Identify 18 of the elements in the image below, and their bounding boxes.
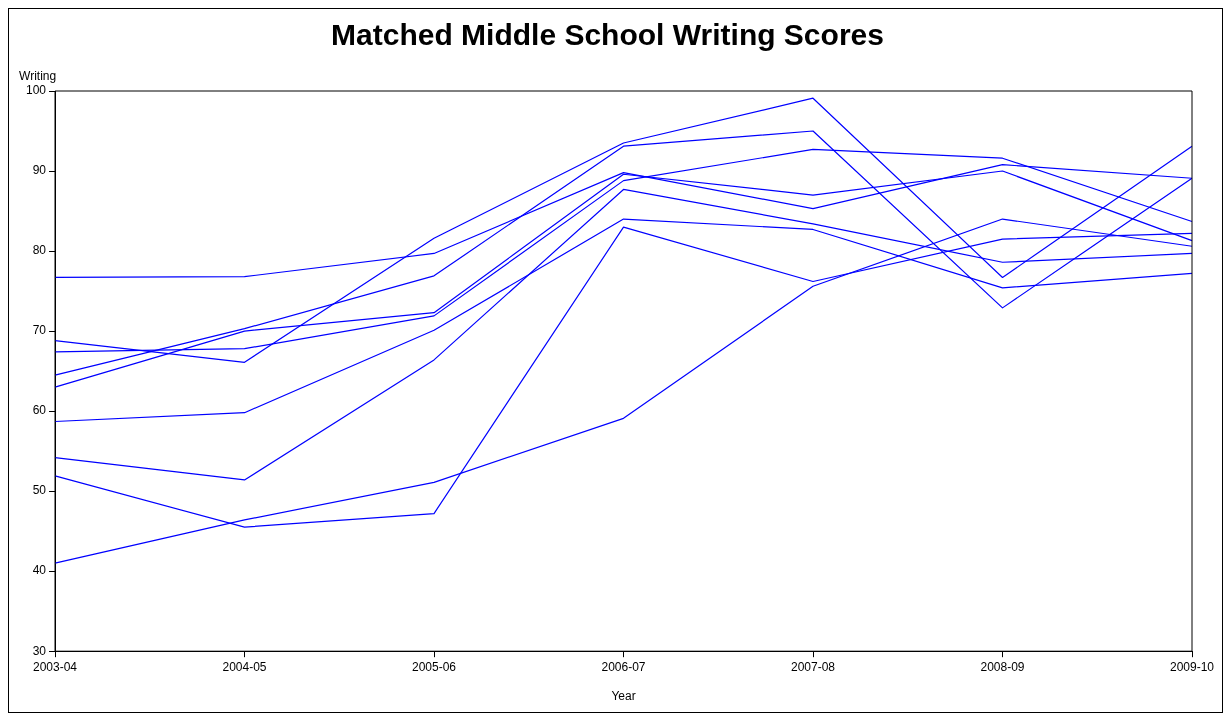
x-tick-label: 2008-09 [980, 659, 1025, 674]
y-tick-label: 90 [32, 163, 47, 178]
x-axis-title: Year [611, 689, 636, 704]
y-tick-label: 70 [32, 323, 47, 338]
x-tick-label: 2003-04 [33, 659, 78, 674]
x-tick-label: 2009-10 [1169, 659, 1215, 674]
y-tick-label: 50 [32, 483, 47, 498]
y-tick-label: 40 [32, 563, 47, 578]
y-tick-label: 80 [32, 243, 47, 258]
x-tick-label: 2007-08 [790, 659, 836, 674]
x-tick-label: 2006-07 [601, 659, 646, 674]
y-tick-label: 60 [32, 403, 47, 418]
y-tick-label: 30 [32, 643, 47, 658]
chart-title: Matched Middle School Writing Scores [331, 18, 884, 52]
y-axis-title: Writing [19, 69, 57, 84]
x-tick-label: 2005-06 [411, 659, 457, 674]
x-tick-label: 2004-05 [222, 659, 267, 674]
y-tick-label: 100 [25, 83, 47, 98]
